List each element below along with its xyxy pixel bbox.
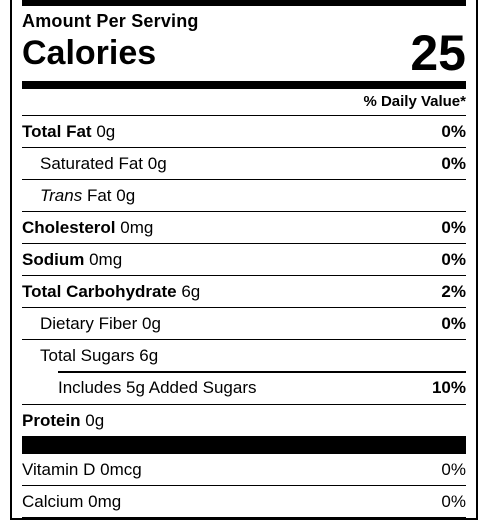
vitamin-row-calcium: Calcium 0mg 0% bbox=[22, 486, 466, 518]
vitamin-amount: 0mcg bbox=[100, 459, 142, 479]
nutrient-name: Total Sugars bbox=[40, 345, 135, 365]
nutrient-amount: 6g bbox=[139, 345, 159, 365]
nutrient-dv: 0% bbox=[441, 217, 466, 237]
nutrient-label: Total Fat 0g bbox=[22, 122, 115, 142]
nutrient-label: Total Sugars 6g bbox=[22, 346, 158, 366]
nutrient-name: Dietary Fiber bbox=[40, 313, 138, 333]
nutrition-facts-inner: Amount Per Serving Calories 25 % Daily V… bbox=[22, 0, 466, 518]
nutrient-name: Saturated Fat bbox=[40, 153, 144, 173]
nutrient-amount: 0g bbox=[116, 185, 136, 205]
nutrient-dv: 0% bbox=[441, 313, 466, 333]
nutrient-row-saturated-fat: Saturated Fat 0g 0% bbox=[22, 148, 466, 180]
nutrient-dv: 0% bbox=[441, 153, 466, 173]
nutrient-name: Total Fat bbox=[22, 121, 92, 141]
vitamin-dv: 0% bbox=[441, 459, 466, 479]
nutrient-amount: 0mg bbox=[89, 249, 123, 269]
heavy-rule bbox=[22, 436, 466, 454]
vitamin-label: Calcium 0mg bbox=[22, 492, 121, 512]
vitamin-label: Vitamin D 0mcg bbox=[22, 460, 142, 480]
nutrient-label: Saturated Fat 0g bbox=[22, 154, 167, 174]
daily-value-header: % Daily Value* bbox=[22, 89, 466, 116]
nutrient-amount: 6g bbox=[181, 281, 201, 301]
thick-rule bbox=[22, 81, 466, 89]
vitamin-name: Vitamin D bbox=[22, 459, 96, 479]
nutrient-amount: 0mg bbox=[120, 217, 154, 237]
nutrient-dv: 0% bbox=[441, 121, 466, 141]
nutrient-name: Sodium bbox=[22, 249, 85, 269]
nutrient-row-trans-fat: Trans Fat 0g bbox=[22, 180, 466, 212]
nutrient-amount: 0g bbox=[147, 153, 167, 173]
added-sugars-divider bbox=[22, 403, 466, 405]
nutrient-label: Total Carbohydrate 6g bbox=[22, 282, 200, 302]
vitamin-amount: 0mg bbox=[88, 491, 122, 511]
nutrient-label: Includes 5g Added Sugars bbox=[22, 378, 256, 398]
nutrient-label: Protein 0g bbox=[22, 411, 104, 431]
vitamin-name: Calcium bbox=[22, 491, 84, 511]
nutrient-dv: 0% bbox=[441, 249, 466, 269]
nutrient-name: Cholesterol bbox=[22, 217, 116, 237]
amount-per-serving-heading: Amount Per Serving bbox=[22, 11, 199, 31]
nutrient-name: Protein bbox=[22, 410, 81, 430]
nutrient-row-added-sugars: Includes 5g Added Sugars 10% bbox=[22, 373, 466, 404]
nutrient-row-dietary-fiber: Dietary Fiber 0g 0% bbox=[22, 308, 466, 340]
nutrient-amount: 0g bbox=[142, 313, 161, 333]
nutrient-row-cholesterol: Cholesterol 0mg 0% bbox=[22, 212, 466, 244]
nutrient-row-total-sugars: Total Sugars 6g bbox=[22, 340, 466, 371]
nutrient-amount: 0g bbox=[85, 410, 105, 430]
nutrient-label: Sodium 0mg bbox=[22, 250, 122, 270]
nutrient-row-protein: Protein 0g bbox=[22, 405, 466, 436]
nutrient-dv: 2% bbox=[441, 281, 466, 301]
nutrient-row-sodium: Sodium 0mg 0% bbox=[22, 244, 466, 276]
nutrient-label: Dietary Fiber 0g bbox=[22, 314, 161, 334]
calories-value: 25 bbox=[410, 25, 466, 81]
nutrient-name: Includes 5g Added Sugars bbox=[58, 378, 257, 397]
vitamin-dv: 0% bbox=[441, 491, 466, 511]
calories-label: Calories bbox=[22, 34, 157, 72]
nutrient-name: Total Carbohydrate bbox=[22, 281, 177, 301]
nutrient-name: Fat bbox=[86, 185, 112, 205]
nutrient-row-total-carbohydrate: Total Carbohydrate 6g 2% bbox=[22, 276, 466, 308]
nutrient-dv: 10% bbox=[431, 378, 466, 397]
sugars-divider bbox=[58, 371, 466, 373]
nutrient-label: Trans Fat 0g bbox=[22, 186, 135, 206]
nutrient-amount: 0g bbox=[96, 121, 116, 141]
nutrition-facts-panel: Amount Per Serving Calories 25 % Daily V… bbox=[10, 0, 478, 520]
calories-row: Calories 25 bbox=[22, 25, 466, 81]
nutrient-name-italic: Trans bbox=[40, 185, 83, 205]
vitamin-row-vitamin-d: Vitamin D 0mcg 0% bbox=[22, 454, 466, 486]
top-rule bbox=[22, 0, 466, 6]
nutrient-row-total-fat: Total Fat 0g 0% bbox=[22, 116, 466, 148]
nutrient-label: Cholesterol 0mg bbox=[22, 218, 153, 238]
